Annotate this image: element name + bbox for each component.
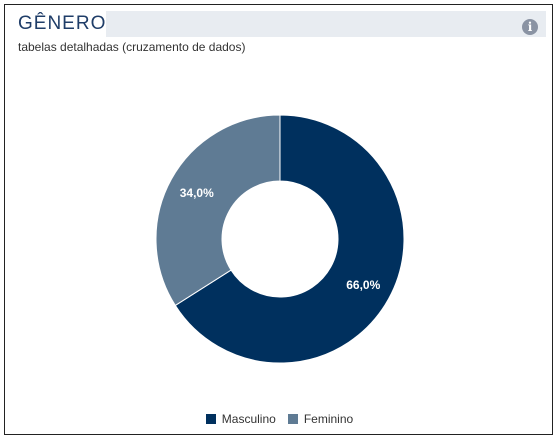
legend-label: Feminino [303, 412, 354, 426]
slice-feminino[interactable] [155, 114, 281, 307]
legend-swatch [287, 414, 298, 424]
title-bar: i [106, 11, 546, 37]
legend-swatch [205, 414, 216, 424]
slice-label-feminino: 34,0% [180, 186, 214, 200]
chart-card: i GÊNERO tabelas detalhadas (cruzamento … [4, 4, 553, 435]
page-title: GÊNERO [18, 13, 107, 34]
legend-item-masculino[interactable]: Masculino [205, 412, 276, 426]
chart-legend: Masculino Feminino [5, 412, 554, 426]
slice-masculino[interactable] [174, 114, 405, 364]
subtitle: tabelas detalhadas (cruzamento de dados) [18, 40, 246, 54]
legend-item-feminino[interactable]: Feminino [287, 412, 354, 426]
slice-label-masculino: 66,0% [346, 278, 380, 292]
info-icon[interactable]: i [522, 19, 538, 35]
donut-chart: 66,0% 34,0% [155, 114, 405, 364]
legend-label: Masculino [221, 412, 276, 426]
